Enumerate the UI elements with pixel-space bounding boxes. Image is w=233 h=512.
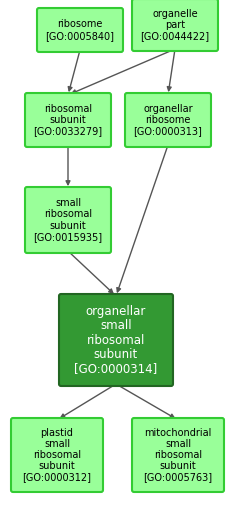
Text: organellar
ribosome
[GO:0000313]: organellar ribosome [GO:0000313] xyxy=(134,104,202,136)
FancyBboxPatch shape xyxy=(37,8,123,52)
Text: organellar
small
ribosomal
subunit
[GO:0000314]: organellar small ribosomal subunit [GO:0… xyxy=(74,305,158,375)
FancyBboxPatch shape xyxy=(132,418,224,492)
FancyBboxPatch shape xyxy=(11,418,103,492)
FancyBboxPatch shape xyxy=(132,0,218,51)
FancyBboxPatch shape xyxy=(125,93,211,147)
Text: organelle
part
[GO:0044422]: organelle part [GO:0044422] xyxy=(140,9,209,41)
Text: ribosomal
subunit
[GO:0033279]: ribosomal subunit [GO:0033279] xyxy=(34,104,103,136)
Text: mitochondrial
small
ribosomal
subunit
[GO:0005763]: mitochondrial small ribosomal subunit [G… xyxy=(144,428,212,482)
FancyBboxPatch shape xyxy=(59,294,173,386)
FancyBboxPatch shape xyxy=(25,187,111,253)
FancyBboxPatch shape xyxy=(25,93,111,147)
Text: small
ribosomal
subunit
[GO:0015935]: small ribosomal subunit [GO:0015935] xyxy=(34,198,103,242)
Text: ribosome
[GO:0005840]: ribosome [GO:0005840] xyxy=(45,19,114,40)
Text: plastid
small
ribosomal
subunit
[GO:0000312]: plastid small ribosomal subunit [GO:0000… xyxy=(23,428,92,482)
